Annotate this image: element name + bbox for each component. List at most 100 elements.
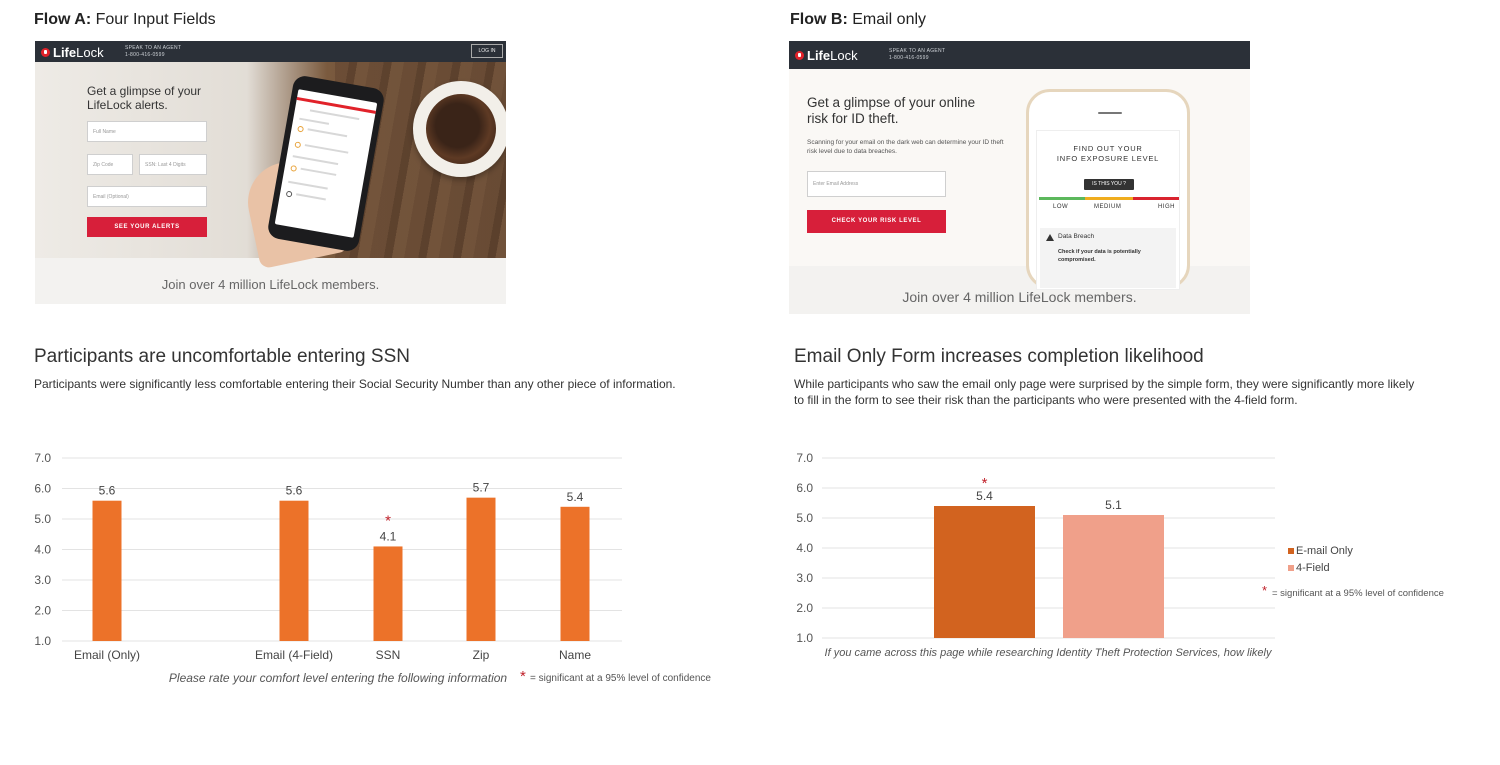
significance-note: = significant at a 95% level of confiden… — [1272, 588, 1444, 599]
flow-a-footer: Join over 4 million LifeLock members. — [161, 277, 380, 292]
risk-meter-medium — [1085, 197, 1133, 200]
data-breach-text: Check if your data is potentially compro… — [1058, 249, 1141, 263]
data-label: 5.1 — [1105, 498, 1122, 512]
zip-code-field[interactable]: Zip Code — [87, 154, 133, 175]
flow-a-topbar: Life Lock SPEAK TO AN AGENT 1-800-416-059… — [35, 41, 506, 62]
y-tick-label: 5.0 — [796, 511, 813, 525]
lock-icon — [795, 51, 804, 60]
logo-bold: Life — [53, 45, 77, 60]
flow-b-footer: Join over 4 million LifeLock members. — [902, 289, 1137, 305]
agent-phone[interactable]: SPEAK TO AN AGENT 1-800-416-0599 — [125, 45, 181, 59]
y-tick-label: 2.0 — [796, 601, 813, 615]
x-tick-label: SSN — [376, 648, 401, 662]
flow-a-headline: Get a glimpse of your LifeLock alerts. — [87, 84, 201, 112]
x-tick-label: Zip — [473, 648, 490, 662]
flow-b-label-text: Email only — [847, 11, 927, 28]
comfort-bar-chart: 1.0 2.0 3.0 4.0 5.0 6.0 7.0 5.6 Email (Only) 5.6 E… — [34, 451, 711, 685]
legend-label: E-mail Only — [1296, 545, 1353, 557]
logo-light: Lock — [76, 45, 104, 60]
bar — [466, 497, 496, 641]
flow-b-headline-line1: Get a glimpse of your online — [807, 95, 976, 110]
x-tick-label: Email (Only) — [74, 648, 140, 662]
is-this-you-tooltip: IS THIS YOU ? — [1084, 179, 1134, 190]
ssn-field[interactable]: SSN: Last 4 Digits — [139, 154, 207, 175]
flow-b-headline-line2: risk for ID theft. — [807, 111, 899, 126]
significance-star: * — [982, 475, 988, 492]
see-alerts-button[interactable]: SEE YOUR ALERTS — [87, 217, 207, 237]
check-risk-button[interactable]: CHECK YOUR RISK LEVEL — [807, 210, 946, 233]
flow-a-label-text: Four Input Fields — [91, 11, 216, 28]
email-address-field[interactable]: Enter Email Address — [807, 171, 946, 197]
lock-icon — [41, 48, 50, 57]
data-breach-title: Data Breach — [1058, 233, 1095, 240]
data-breach-card[interactable]: Data Breach Check if your data is potent… — [1040, 228, 1176, 288]
risk-meter-low — [1039, 197, 1085, 200]
y-tick-label: 2.0 — [34, 604, 51, 618]
lifelock-logo: Life Lock — [795, 48, 858, 63]
section-b-description-line2: to fill in the form to see their risk th… — [794, 393, 1298, 407]
y-tick-label: 3.0 — [34, 573, 51, 587]
flow-a-screenshot: Life Lock SPEAK TO AN AGENT 1-800-416-059… — [35, 41, 506, 304]
phone-image: FIND OUT YOUR INFO EXPOSURE LEVEL IS THI… — [1026, 89, 1190, 290]
significance-note-star: * — [1262, 583, 1267, 598]
flow-b-headline: Get a glimpse of your online risk for ID… — [807, 95, 975, 127]
lifelock-logo: Life Lock — [41, 45, 104, 60]
phone-title-line1: FIND OUT YOUR — [1073, 144, 1143, 153]
y-tick-label: 7.0 — [34, 451, 51, 465]
data-label: 5.4 — [567, 490, 584, 504]
bar — [1063, 515, 1164, 638]
level-low: LOW — [1053, 204, 1069, 210]
flow-a-headline-line1: Get a glimpse of your — [87, 84, 202, 98]
y-tick-label: 4.0 — [796, 541, 813, 555]
agent-label: SPEAK TO AN AGENT — [889, 48, 946, 54]
section-b-title: Email Only Form increases completion lik… — [794, 346, 1204, 367]
logo-bold: Life — [807, 48, 831, 63]
agent-phone[interactable]: SPEAK TO AN AGENT 1-800-416-0599 — [889, 48, 945, 62]
flow-b-topbar: Life Lock SPEAK TO AN AGENT 1-800-416-059… — [789, 41, 1250, 69]
y-tick-label: 1.0 — [34, 634, 51, 648]
warning-icon — [1046, 234, 1054, 241]
flow-a-headline-line2: LifeLock alerts. — [87, 98, 168, 112]
phone-title-line2: INFO EXPOSURE LEVEL — [1056, 154, 1160, 163]
data-label: 4.1 — [380, 529, 397, 543]
section-a-description: Participants were significantly less com… — [34, 377, 676, 391]
logo-light: Lock — [830, 48, 858, 63]
y-tick-label: 6.0 — [34, 482, 51, 496]
y-tick-label: 7.0 — [796, 451, 813, 465]
data-label: 5.7 — [473, 481, 490, 495]
level-high: HIGH — [1158, 204, 1175, 210]
flow-b-label-bold: Flow B: — [790, 11, 848, 28]
level-medium: MEDIUM — [1094, 204, 1122, 210]
flow-a-label-bold: Flow A: — [34, 11, 92, 28]
email-optional-field[interactable]: Email (Optional) — [87, 186, 207, 207]
legend-swatch — [1288, 565, 1294, 571]
data-label: 5.6 — [286, 484, 303, 498]
login-button[interactable]: LOG IN — [471, 44, 503, 58]
full-name-field[interactable]: Full Name — [87, 121, 207, 142]
x-axis-title: If you came across this page while resea… — [825, 647, 1273, 659]
y-tick-label: 3.0 — [796, 571, 813, 585]
bar — [560, 506, 590, 641]
data-label: 5.6 — [99, 484, 116, 498]
coffee-cup-image — [413, 81, 506, 177]
y-tick-label: 1.0 — [796, 631, 813, 645]
y-tick-label: 4.0 — [34, 543, 51, 557]
legend-swatch — [1288, 548, 1294, 554]
agent-number: 1-800-416-0599 — [125, 52, 165, 58]
y-tick-label: 6.0 — [796, 481, 813, 495]
significance-note-star: * — [520, 668, 526, 685]
bar — [92, 500, 122, 641]
flow-b-subtext: Scanning for your email on the dark web … — [807, 139, 1004, 155]
data-label: 5.4 — [976, 489, 993, 503]
significance-star: * — [385, 512, 391, 529]
x-axis-title: Please rate your comfort level entering … — [169, 671, 508, 685]
y-tick-label: 5.0 — [34, 512, 51, 526]
bar — [373, 546, 403, 641]
flow-b-screenshot: Life Lock SPEAK TO AN AGENT 1-800-416-059… — [789, 41, 1250, 314]
bar — [934, 506, 1035, 638]
flow-b-label: Flow B: Email only — [790, 11, 926, 29]
x-tick-label: Name — [559, 648, 591, 662]
flow-a-label: Flow A: Four Input Fields — [34, 11, 216, 29]
significance-note: = significant at a 95% level of confiden… — [530, 673, 711, 684]
